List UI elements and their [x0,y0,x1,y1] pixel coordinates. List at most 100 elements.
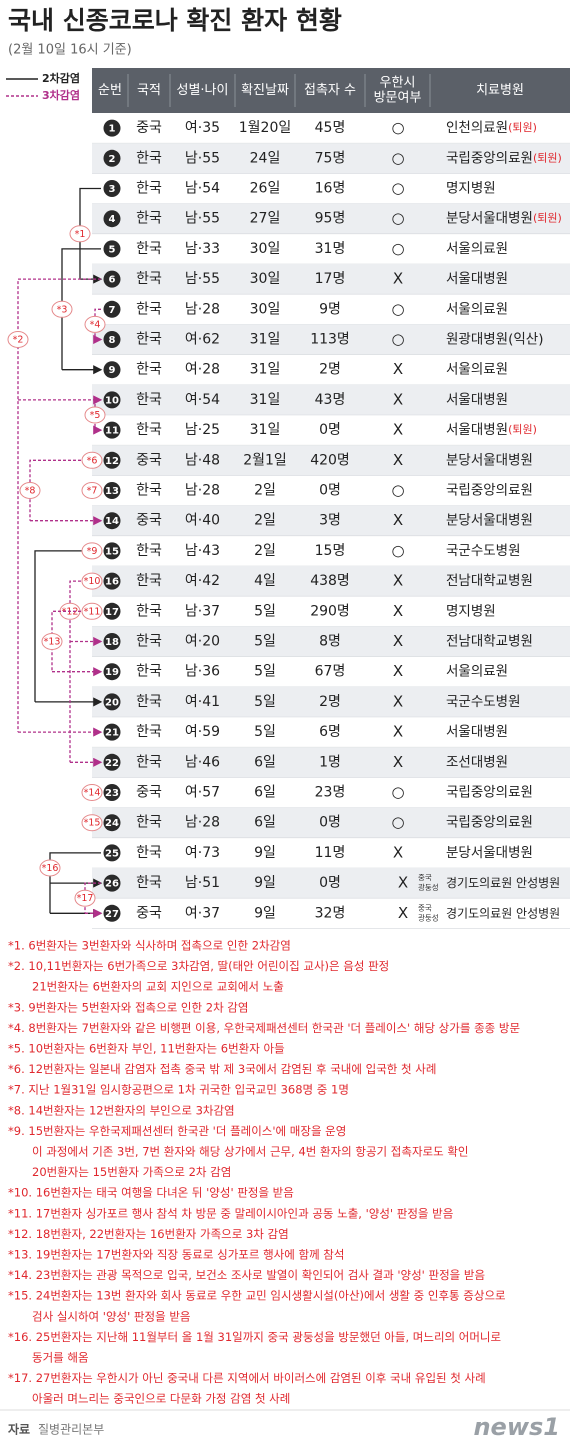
contacts: 17명 [315,271,346,287]
nationality: 중국 [136,513,162,529]
contacts: 6명 [319,724,341,740]
hospital-cell: 국립중앙의료원 [446,785,533,801]
nationality: 한국 [136,754,162,770]
row-stripe [92,143,570,174]
note-line: *2. 10,11번환자는 6번가족으로 3차감염, 딸(태안 어린이집 교사)… [8,959,389,973]
row-number: 20 [105,697,119,708]
row-stripe [92,324,570,355]
nationality: 한국 [136,845,162,861]
infection-tag: *4 [90,319,101,330]
hospital: 국립중앙의료원 [446,483,533,499]
row-number-badge [103,361,121,379]
logo: news1 [473,1413,560,1441]
confirmed-date: 5일 [254,634,276,650]
nationality: 중국 [136,905,162,921]
confirmed-date: 2일 [254,543,276,559]
nationality: 한국 [136,875,162,891]
confirmed-date: 6일 [254,754,276,770]
note-line: 아울러 며느리는 중국인으로 다문화 가정 감염 첫 사례 [32,1392,290,1406]
row-number: 17 [105,607,119,618]
infection-tag-ring [41,633,63,650]
wuhan-visit: X [393,602,403,620]
sex-age: 남·33 [185,241,220,257]
sex-age: 여·37 [185,905,220,921]
title: 국내 신종코로나 확진 환자 현황 [8,6,342,35]
hospital: 전남대학교병원 [446,573,533,589]
note-line: 이 과정에서 기존 3번, 7번 환자와 해당 상가에서 근무, 4번 환자의 … [32,1145,469,1159]
infection-tag-ring [81,542,103,560]
wuhan-visit: ○ [391,119,404,137]
note-line: *7. 지난 1월31일 임시항공편으로 1차 귀국한 입국교민 368명 중 … [8,1083,349,1097]
hospital-cell: 전남대학교병원 [446,634,533,650]
confirmed-date: 5일 [254,694,276,710]
wuhan-visit: ○ [391,813,404,831]
contacts: 0명 [319,815,341,831]
contacts: 9명 [319,301,341,317]
row-number-badge [103,240,121,258]
infection-tag: *3 [57,304,68,315]
row-number: 25 [105,848,119,859]
hospital-cell: 서울의료원 [446,301,508,317]
note-line: *10. 16번환자는 태국 여행을 다녀온 뒤 '양성' 판정을 받음 [8,1186,294,1200]
hospital: 서울대병원 [446,422,508,438]
row-number-badge [103,482,121,499]
hospital-cell: 분당서울대병원 [446,513,533,529]
hospital-cell: 전남대학교병원 [446,573,533,589]
hospital: 국립중앙의료원 [446,815,533,831]
row-stripe [92,868,570,899]
contacts: 32명 [315,905,346,921]
row-number-badge [103,300,121,318]
row-number-badge [103,331,121,348]
nationality: 한국 [136,573,162,589]
contacts: 0명 [319,422,341,438]
sex-age: 여·28 [185,362,220,378]
row-number-badge [103,119,121,137]
row-number-badge [103,633,121,650]
row-number: 11 [105,426,119,437]
legend-label: 3차감염 [42,88,80,102]
nationality: 한국 [136,422,162,438]
sex-age: 여·73 [185,845,220,861]
row-number: 2 [109,154,116,165]
contacts: 3명 [319,513,341,529]
contacts: 67명 [315,664,346,680]
confirmed-date: 2월1일 [243,452,287,468]
infection-tag-ring [81,602,103,620]
row-number: 1 [109,124,116,135]
row-stripe [92,566,570,597]
hospital-cell: 조선대병원 [446,754,508,770]
nationality: 한국 [136,332,162,348]
confirmed-date: 6일 [254,785,276,801]
infection-tag-ring [84,315,106,333]
row-number-badge [103,904,121,922]
wuhan-visit: ○ [391,209,404,227]
contacts: 113명 [310,332,350,348]
hospital-cell: 서울대병원(퇴원) [446,422,537,438]
row-number-badge [103,784,121,801]
hospital-note: (퇴원) [508,121,537,134]
note-line: 동거를 해옴 [32,1351,89,1365]
sex-age: 남·54 [185,181,220,197]
row-number-badge [103,572,121,590]
nationality: 한국 [136,362,162,378]
wuhan-visit: ○ [391,481,404,499]
hospital-cell: 분당서울대병원 [446,845,533,861]
hospital: 경기도의료원 안성병원 [446,876,560,890]
hospital: 서울의료원 [446,241,508,257]
infection-tag-ring [81,784,103,801]
hospital: 인천의료원 [446,120,508,136]
header-label: 국적 [137,83,161,98]
header-label: 확진날짜 [241,83,289,98]
hospital-cell: 인천의료원(퇴원) [446,120,537,136]
contacts: 420명 [310,452,350,468]
header-label: 우한시 [380,76,416,91]
nationality: 한국 [136,664,162,680]
wuhan-visit: X [393,451,403,469]
header-bg [92,68,570,113]
note-line: *6. 12번환자는 일본내 감염자 접촉 중국 밖 제 3국에서 감염된 후 … [8,1062,436,1076]
row-number-badge [103,270,121,288]
source: 질병관리본부 [38,1423,104,1437]
source-label: 자료 [8,1422,30,1437]
hospital: 분당서울대병원 [446,211,533,227]
row-number-badge [103,753,121,771]
